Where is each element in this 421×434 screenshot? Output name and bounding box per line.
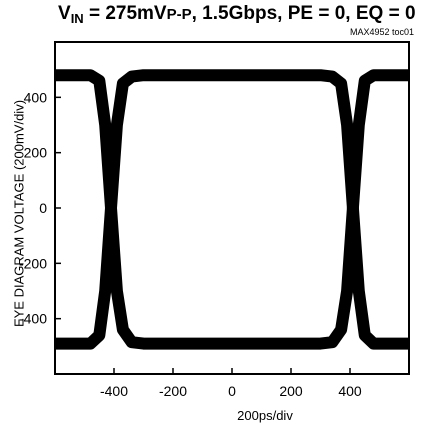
x-axis-label: 200ps/div [237,408,293,423]
x-tick-label: 200 [279,383,303,399]
y-tick-label: -200 [19,255,47,271]
x-tick-label: 400 [338,383,362,399]
x-tick-label: -400 [100,383,128,399]
x-tick-label: -200 [159,383,187,399]
eye-trace-2 [55,69,409,350]
y-tick-label: 0 [39,200,47,216]
eye-traces [55,69,409,350]
y-tick-label: -400 [19,311,47,327]
axis-ticks: 400 200 0 -200 -400 -400 -200 0 200 400 [19,89,362,399]
y-tick-label: 400 [24,89,48,105]
chart-title: VIN = 275mVP-P, 1.5Gbps, PE = 0, EQ = 0 [58,3,416,26]
y-tick-label: 200 [24,145,48,161]
x-tick-label: 0 [228,383,236,399]
figure-id: MAX4952 toc01 [349,27,414,37]
